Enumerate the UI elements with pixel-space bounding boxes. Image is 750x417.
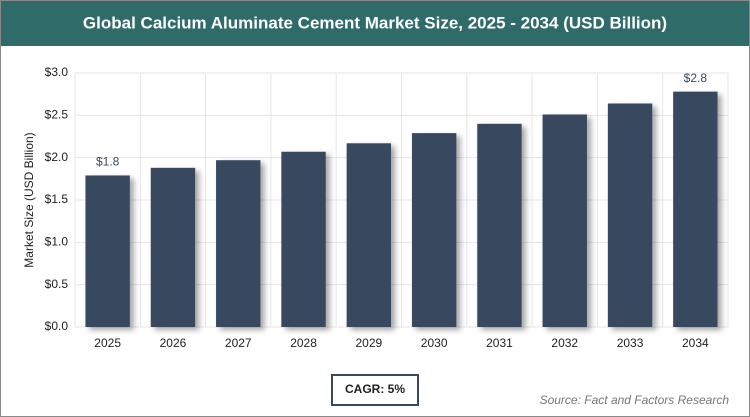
chart-title: Global Calcium Aluminate Cement Market S… [83, 13, 667, 32]
bar [411, 133, 457, 327]
y-tick-label: $1.5 [45, 192, 69, 206]
cagr-label: CAGR: 5% [345, 382, 405, 396]
x-tick-label: 2030 [421, 336, 448, 350]
bar [85, 175, 130, 327]
x-tick-label: 2027 [225, 336, 252, 350]
x-tick-label: 2031 [486, 336, 513, 350]
y-axis-title: Market Size (USD Billion) [22, 132, 36, 267]
x-tick-label: 2025 [94, 336, 121, 350]
value-label: $1.8 [96, 155, 120, 169]
source: Source: Fact and Factors Research [540, 393, 730, 407]
y-tick-label: $3.0 [45, 65, 69, 79]
header [1, 1, 749, 46]
value-label: $2.8 [684, 71, 708, 85]
x-tick-label: 2026 [160, 336, 187, 350]
bar [542, 114, 587, 327]
y-tick-label: $2.5 [45, 108, 69, 122]
bar [673, 91, 718, 327]
x-tick-label: 2028 [290, 336, 317, 350]
y-tick-label: $1.0 [45, 235, 69, 249]
x-tick-label: 2029 [355, 336, 382, 350]
bar [607, 103, 653, 327]
y-tick-label: $0.0 [45, 319, 69, 333]
x-tick-label: 2032 [551, 336, 578, 350]
y-tick-label: $2.0 [45, 150, 69, 164]
bar [281, 151, 326, 327]
y-tick-label: $0.5 [45, 277, 69, 291]
bar [216, 160, 261, 327]
cagr-box [331, 374, 419, 406]
bar [346, 143, 392, 327]
x-tick-label: 2033 [617, 336, 644, 350]
x-tick-label: 2034 [682, 336, 709, 350]
bar [150, 167, 196, 327]
bar [477, 123, 522, 327]
